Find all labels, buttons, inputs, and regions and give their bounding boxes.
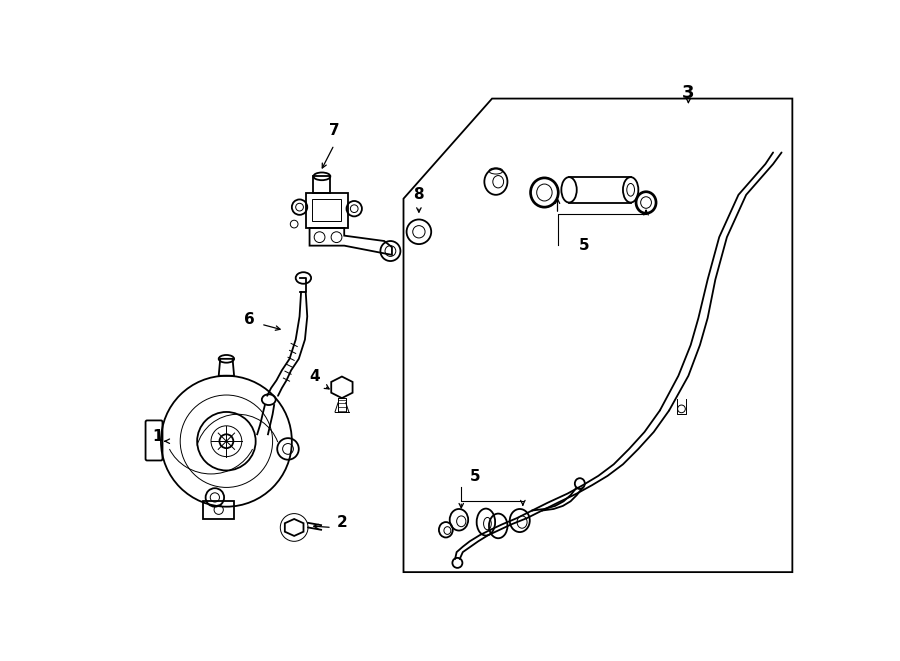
Text: 2: 2 [337,516,347,531]
Text: 1: 1 [152,429,162,444]
Text: 8: 8 [414,186,424,202]
Text: 5: 5 [470,469,481,485]
Text: 7: 7 [328,123,339,137]
Text: 6: 6 [244,312,255,327]
Bar [203,500,234,519]
Bar [312,200,341,221]
Text: 4: 4 [310,369,320,384]
Text: 5: 5 [579,238,590,253]
Text: 3: 3 [682,84,695,102]
Bar [313,176,330,193]
Bar [306,193,348,228]
